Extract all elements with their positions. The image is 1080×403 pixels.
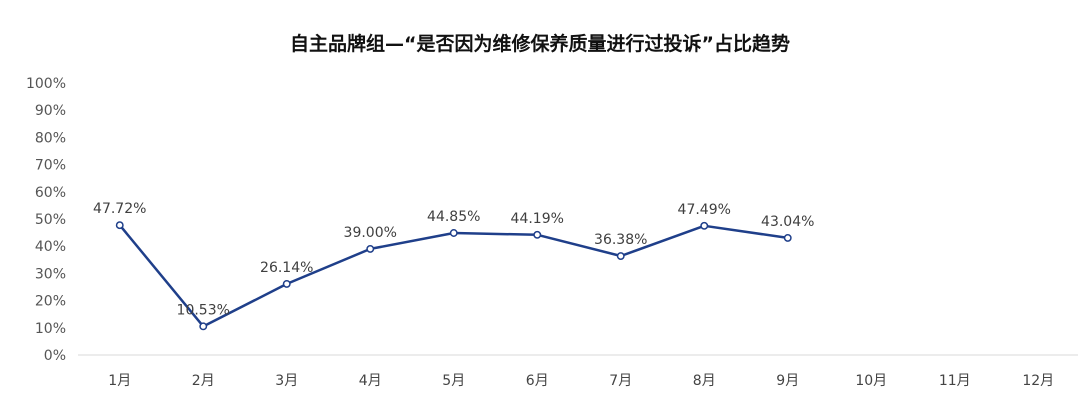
y-tick-label: 60% — [35, 185, 66, 201]
x-tick-label: 9月 — [776, 373, 799, 389]
data-label: 47.49% — [678, 202, 731, 218]
y-tick-label: 90% — [35, 103, 66, 119]
data-label: 43.04% — [761, 214, 814, 230]
x-tick-label: 6月 — [526, 373, 549, 389]
x-tick-label: 12月 — [1022, 373, 1054, 389]
data-point — [199, 322, 208, 331]
y-tick-label: 70% — [35, 158, 66, 174]
data-point — [115, 221, 124, 230]
y-tick-label: 80% — [35, 130, 66, 146]
series-group — [115, 221, 792, 331]
x-tick-label: 7月 — [609, 373, 632, 389]
data-point — [616, 252, 625, 260]
x-tick-label: 1月 — [108, 373, 131, 389]
data-point — [366, 244, 375, 253]
x-tick-label: 11月 — [939, 373, 971, 389]
x-tick-label: 4月 — [359, 373, 382, 389]
x-tick-label: 8月 — [693, 373, 716, 389]
y-tick-label: 10% — [35, 321, 66, 337]
x-tick-labels: 1月 2月 3月 4月 5月 6月 7月 8月 9月 10月 11月 12月 — [108, 373, 1054, 389]
x-tick-label: 2月 — [192, 373, 215, 389]
data-point — [533, 230, 542, 239]
data-label: 26.14% — [260, 260, 313, 276]
chart-title: 自主品牌组—“是否因为维修保养质量进行过投诉”占比趋势 — [290, 32, 790, 55]
y-tick-label: 40% — [35, 239, 66, 255]
data-labels: 47.72% 10.53% 26.14% 39.00% 44.85% 44.19% 36.3… — [93, 201, 814, 318]
data-label: 44.85% — [427, 209, 480, 225]
x-tick-label: 10月 — [855, 373, 887, 389]
y-axis: 0% 10% 20% 30% 40% 50% 60% 70% 80% 90% 100% — [26, 76, 66, 364]
data-label: 47.72% — [93, 201, 146, 217]
y-tick-label: 30% — [35, 266, 66, 282]
y-tick-label: 100% — [26, 76, 66, 92]
data-point — [282, 279, 291, 288]
data-point — [700, 221, 709, 230]
x-tick-label: 5月 — [442, 373, 465, 389]
data-point — [783, 233, 792, 242]
data-label: 39.00% — [344, 225, 397, 241]
y-tick-label: 20% — [35, 294, 66, 310]
data-label: 10.53% — [177, 302, 230, 318]
data-label: 44.19% — [511, 211, 564, 227]
data-point — [449, 229, 458, 237]
x-tick-label: 3月 — [275, 373, 298, 389]
y-tick-label: 50% — [35, 212, 66, 228]
data-label: 36.38% — [594, 232, 647, 248]
y-tick-label: 0% — [44, 348, 66, 364]
